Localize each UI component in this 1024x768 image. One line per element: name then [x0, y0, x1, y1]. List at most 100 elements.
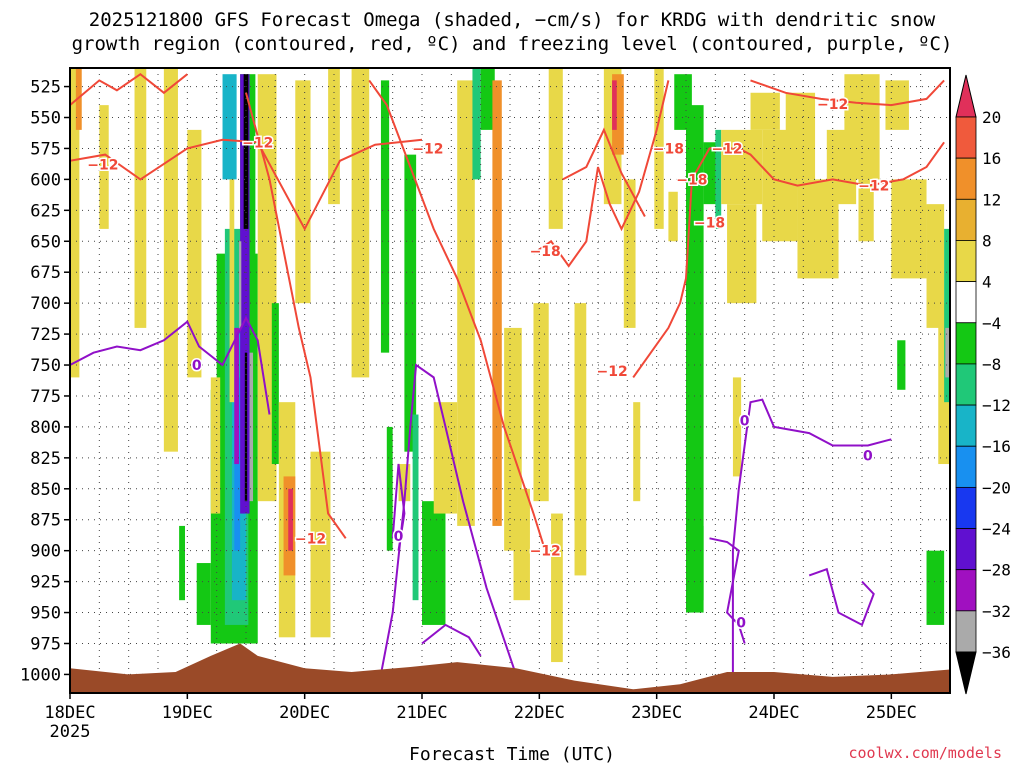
omega-shading-cell: [945, 327, 950, 378]
omega-core-cell: [234, 327, 239, 465]
omega-shading-cell: [492, 80, 502, 526]
omega-shading-cell: [288, 488, 293, 551]
omega-shading-cell: [222, 74, 237, 180]
omega-shading-cell: [134, 68, 147, 328]
colorbar-label: −4: [982, 314, 1001, 333]
freezing-level-contour: [379, 363, 517, 675]
y-tick-label: 875: [30, 511, 61, 531]
dgz-contour-label: −12: [596, 364, 627, 380]
x-tick-label: 21DEC: [396, 703, 447, 723]
omega-shading-cell: [351, 68, 370, 378]
credit-link[interactable]: coolwx.com/models: [848, 744, 1002, 762]
colorbar-swatch: [955, 157, 977, 200]
plot-frame: [69, 67, 951, 694]
omega-shading-cell: [926, 550, 945, 625]
omega-shading-cell: [691, 525, 704, 601]
omega-shading-cell: [404, 154, 417, 452]
dgz-contour-label: −12: [817, 97, 848, 113]
omega-shading-cell: [785, 92, 816, 180]
dgz-contour-label: −12: [242, 135, 273, 151]
omega-shading-cell: [398, 464, 411, 502]
y-tick-label: 775: [30, 387, 61, 407]
dgz-contour: [632, 141, 945, 378]
omega-shading-cell: [897, 340, 906, 390]
dgz-contour: [245, 92, 347, 539]
omega-core-cell: [243, 74, 249, 229]
x-tick-label: 20DEC: [279, 703, 330, 723]
dgz-contour-label: −18: [653, 141, 684, 157]
colorbar-label: −8: [982, 355, 1001, 374]
freezing-level-contour: [391, 463, 406, 551]
omega-shading-cell: [750, 92, 774, 130]
colorbar-label: 12: [982, 190, 1001, 209]
dgz-contour: [368, 79, 547, 552]
y-tick-label: 700: [30, 294, 61, 314]
omega-shading-cell: [380, 80, 390, 353]
omega-core-cell: [240, 74, 250, 514]
dgz-contour: [70, 72, 188, 106]
freezing-level-label: 0: [192, 358, 202, 374]
omega-shading-cell: [703, 142, 718, 205]
y-tick-label: 725: [30, 325, 61, 345]
omega-shading-cell: [686, 105, 704, 613]
omega-core-cell: [238, 241, 242, 328]
y-tick-label: 625: [30, 201, 61, 221]
colorbar-swatch: [955, 281, 977, 324]
colorbar-top-arrow: [955, 74, 977, 118]
y-tick-label: 950: [30, 604, 61, 624]
omega-shading-cell: [412, 414, 419, 601]
colorbar-label: −20: [982, 478, 1011, 497]
dgz-contour-label: −18: [530, 244, 561, 260]
colorbar-label: 4: [982, 273, 992, 292]
omega-shading-cell: [386, 426, 393, 551]
dgz-contour-label: −12: [858, 179, 889, 195]
freezing-level-label: 0: [740, 414, 750, 430]
omega-shading-cell: [844, 74, 880, 180]
omega-shading-cell: [99, 105, 109, 229]
colorbar-label: 20: [982, 108, 1001, 127]
y-tick-label: 600: [30, 170, 61, 190]
y-tick-label: 925: [30, 573, 61, 593]
terrain-surface: [70, 643, 950, 693]
dgz-contour: [532, 80, 670, 268]
freezing-level-label: 0: [394, 529, 404, 545]
colorbar-label: −28: [982, 561, 1011, 580]
freezing-level-label: 0: [863, 448, 873, 464]
colorbar-swatch: [955, 528, 977, 571]
omega-shading-cell: [210, 377, 221, 514]
dgz-contour: [70, 138, 423, 232]
x-tick-label: 19DEC: [162, 703, 213, 723]
x-year-label: 2025: [50, 722, 91, 742]
dgz-contour-label: −18: [676, 172, 707, 188]
omega-shading-cell: [944, 228, 950, 403]
omega-core-cell: [244, 352, 248, 502]
colorbar-swatch: [955, 569, 977, 612]
omega-shading-cell: [891, 179, 927, 279]
omega-shading-cell: [533, 303, 549, 502]
omega-shading-cell: [196, 563, 211, 625]
freezing-level-contour: [70, 315, 271, 415]
colorbar-swatch: [955, 116, 977, 159]
omega-shading-cell: [433, 402, 458, 514]
omega-shading-cell: [727, 204, 757, 304]
omega-shading-cell: [513, 488, 530, 601]
omega-shading-cell: [668, 191, 678, 242]
omega-shading-cell: [328, 68, 340, 205]
omega-shading-cell: [179, 525, 185, 601]
y-tick-label: 575: [30, 139, 61, 159]
dgz-contour-label: −12: [295, 531, 326, 547]
y-tick-label: 1000: [20, 665, 61, 685]
y-tick-label: 650: [30, 232, 61, 252]
freezing-level-label: 0: [736, 615, 746, 631]
omega-shading-cell: [774, 92, 780, 130]
omega-shading-cell: [163, 68, 178, 452]
omega-shading-cell: [480, 68, 495, 130]
x-tick-label: 23DEC: [631, 703, 682, 723]
dgz-contour: [562, 127, 646, 217]
omega-shading-cell: [654, 68, 664, 229]
omega-shading-cell: [612, 74, 624, 155]
omega-shading-cell: [612, 80, 617, 130]
omega-shading-cell: [548, 68, 563, 229]
colorbar-swatch: [955, 486, 977, 529]
chart-title-line1: 2025121800 GFS Forecast Omega (shaded, −…: [88, 9, 936, 31]
